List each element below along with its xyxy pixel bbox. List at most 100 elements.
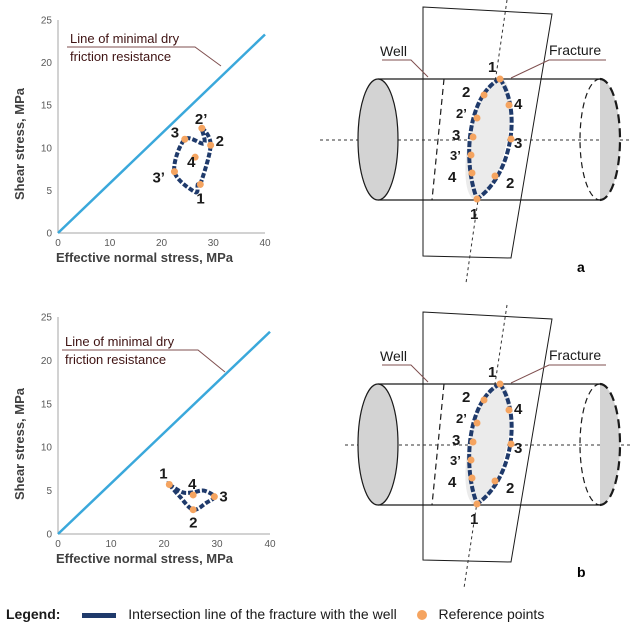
ref-point — [480, 396, 488, 404]
ring-label-right: 2 — [506, 175, 514, 192]
reference-point-label: 1 — [196, 190, 204, 207]
reference-point — [210, 493, 218, 501]
ref-point — [467, 151, 475, 159]
ref-point — [507, 440, 515, 448]
ring-label-top: 1 — [488, 364, 496, 381]
ring-label-left: 3 — [452, 432, 460, 449]
ref-point — [469, 133, 477, 141]
chart-a-annotation-line1: Line of minimal dry — [70, 31, 180, 46]
chart-b-stress-loop — [165, 481, 217, 512]
x-tick-label: 0 — [55, 539, 61, 550]
reference-point — [189, 491, 197, 499]
intersection-ellipse-fill — [465, 78, 511, 200]
legend-reference-point-label: Reference points — [438, 606, 545, 622]
x-tick-label: 40 — [264, 539, 276, 550]
chart-b-annotation-line1: Line of minimal dry — [65, 334, 175, 349]
ref-point — [468, 474, 476, 482]
x-tick-label: 30 — [211, 539, 223, 550]
ref-point — [491, 477, 499, 485]
ring-label-left: 4 — [448, 169, 457, 186]
ring-label-right: 4 — [514, 96, 523, 113]
x-tick-label: 20 — [158, 539, 170, 550]
reference-point — [170, 168, 178, 176]
ref-point — [496, 75, 504, 83]
ring-label-left: 3’ — [450, 148, 461, 163]
legend: Legend: Intersection line of the fractur… — [6, 606, 544, 622]
y-tick-label: 20 — [41, 356, 53, 367]
ring-label-left: 4 — [448, 474, 457, 491]
y-tick-label: 5 — [46, 486, 52, 497]
ring-label-right: 2 — [506, 480, 514, 497]
ring-label-right: 4 — [514, 401, 523, 418]
reference-point — [198, 124, 206, 132]
ref-point — [491, 172, 499, 180]
diagram-a: 1 1 2 2’ 3 3’ 4 4 3 2 Well Fracture a — [320, 0, 632, 284]
intersection-ellipse-fill — [465, 383, 511, 505]
y-tick-label: 25 — [41, 16, 53, 27]
ref-point — [467, 456, 475, 464]
y-tick-label: 15 — [41, 399, 53, 410]
well-wall-dashed — [431, 383, 445, 506]
ref-point — [473, 114, 481, 122]
fracture-leader — [510, 364, 606, 384]
chart-a-x-axis-title: Effective normal stress, MPa — [56, 250, 234, 265]
ring-label-left: 3 — [452, 127, 460, 144]
legend-intersection-line-label: Intersection line of the fracture with t… — [128, 606, 397, 622]
legend-reference-point-swatch — [416, 610, 427, 621]
x-tick-label: 20 — [156, 238, 168, 249]
x-tick-label: 40 — [259, 238, 271, 249]
reference-point-label: 3 — [171, 124, 179, 141]
y-tick-label: 0 — [46, 530, 52, 541]
panel-label-a: a — [577, 259, 585, 275]
chart-b-y-axis-title: Shear stress, MPa — [12, 387, 27, 500]
chart-a: 0 5 10 15 20 25 0 10 20 30 40 Line of minimal dry… — [12, 16, 271, 266]
legend-title: Legend: — [6, 606, 61, 622]
well-leader — [382, 364, 429, 383]
ref-point — [505, 101, 513, 109]
y-tick-label: 0 — [46, 229, 52, 240]
chart-b-x-axis-title: Effective normal stress, MPa — [56, 551, 234, 566]
diagram-b: 1 1 2 2’ 3 3’ 4 4 3 2 Well Fracture b — [345, 304, 632, 589]
ref-point — [469, 438, 477, 446]
well-wall-dashed — [431, 78, 445, 201]
chart-a-stress-loop — [172, 126, 213, 195]
x-tick-label: 10 — [104, 238, 116, 249]
reference-point-label: 4 — [187, 154, 196, 171]
ref-point — [473, 419, 481, 427]
fracture-plane — [422, 6, 553, 259]
intersection-line-back — [467, 382, 502, 505]
reference-point — [207, 141, 215, 149]
well-label: Well — [380, 348, 407, 364]
reference-point-label: 2 — [189, 515, 197, 532]
ring-label-left: 2 — [462, 84, 470, 101]
well-far-end-solid — [600, 79, 620, 200]
chart-b-annotation-leader — [62, 349, 226, 373]
ring-label-left: 2’ — [456, 411, 467, 426]
panel-label-b: b — [577, 564, 586, 580]
x-tick-label: 0 — [55, 238, 61, 249]
chart-a-friction-line — [57, 33, 266, 234]
ring-label-right: 3 — [514, 440, 522, 457]
reference-point — [165, 481, 173, 489]
ref-point — [496, 380, 504, 388]
chart-a-y-axis-title: Shear stress, MPa — [12, 87, 27, 200]
legend-intersection-line-swatch — [82, 612, 117, 618]
ring-label-bottom: 1 — [470, 511, 478, 528]
x-tick-label: 30 — [208, 238, 220, 249]
reference-point-label: 1 — [159, 466, 167, 483]
well-near-end — [357, 383, 399, 506]
fracture-leader — [510, 59, 606, 79]
reference-point-label: 3 — [219, 489, 227, 506]
reference-point — [189, 506, 197, 514]
chart-a-annotation-leader — [67, 46, 222, 67]
ref-point — [507, 135, 515, 143]
fracture-label: Fracture — [549, 42, 601, 58]
y-tick-label: 20 — [41, 58, 53, 69]
reference-point-label: 2 — [216, 133, 224, 150]
y-tick-label: 5 — [46, 186, 52, 197]
ring-label-left: 3’ — [450, 453, 461, 468]
x-tick-label: 10 — [105, 539, 117, 550]
reference-point-label: 2’ — [195, 111, 208, 128]
ring-label-left: 2 — [462, 389, 470, 406]
